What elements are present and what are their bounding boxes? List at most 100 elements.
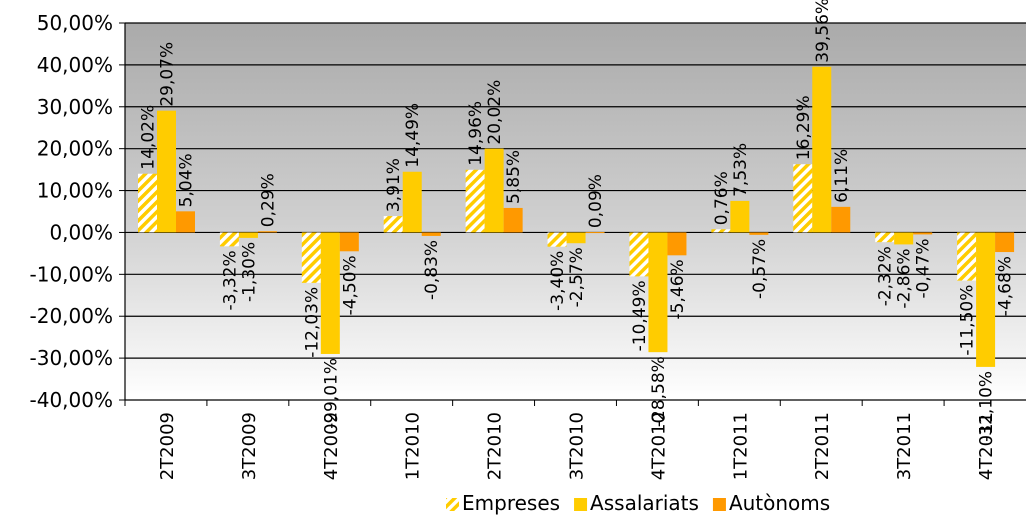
data-label: 0,29% <box>258 173 278 227</box>
data-label: 20,02% <box>485 80 505 145</box>
legend-label: Empreses <box>462 491 560 515</box>
y-tick-label: -10,00% <box>30 262 113 286</box>
bar-assalariats <box>484 148 504 233</box>
x-tick-label: 3T2011 <box>894 412 915 480</box>
data-label: -0,83% <box>422 240 442 300</box>
bar-autònoms <box>339 232 359 252</box>
data-label: 3,91% <box>384 158 404 212</box>
bar-empreses <box>547 232 567 247</box>
bar-autònoms <box>585 232 605 234</box>
bar-assalariats <box>402 171 422 233</box>
data-label: -4,50% <box>340 255 360 315</box>
data-label: -1,30% <box>239 242 259 302</box>
x-tick-label: 4T2010 <box>648 412 669 480</box>
bar-autònoms <box>503 207 523 233</box>
x-tick-label: 2T2011 <box>812 412 833 480</box>
y-tick-label: -20,00% <box>30 304 113 328</box>
data-label: 14,49% <box>403 103 423 168</box>
data-label: -11,50% <box>958 285 978 356</box>
x-tick-label: 3T2010 <box>567 412 588 480</box>
data-label: 16,29% <box>794 95 814 160</box>
plot-background <box>125 23 1026 400</box>
data-label: -28,58% <box>649 356 669 427</box>
x-tick-label: 2T2009 <box>157 412 178 480</box>
legend-swatch-autònoms <box>712 498 726 511</box>
data-label: 14,02% <box>139 105 159 170</box>
y-tick-label: 50,00% <box>37 11 113 35</box>
data-label: -5,46% <box>668 259 688 319</box>
y-tick-label: 0,00% <box>49 220 113 244</box>
bar-autònoms <box>176 211 195 233</box>
bar-assalariats <box>648 232 668 353</box>
bar-assalariats <box>566 232 586 244</box>
bar-assalariats <box>976 232 996 367</box>
bar-assalariats <box>812 66 832 233</box>
bar-autònoms <box>913 232 933 235</box>
bar-empreses <box>383 216 403 233</box>
x-tick-label: 1T2010 <box>403 412 424 480</box>
data-label: 0,76% <box>712 171 732 225</box>
bar-empreses <box>875 232 895 243</box>
bar-autònoms <box>995 232 1015 253</box>
legend-swatch-assalariats <box>574 498 588 511</box>
data-labels: 14,02%29,07% 5,04% -3,32% -1,30% 0,29% -12,03… <box>139 0 1016 442</box>
bar-assalariats <box>320 232 340 354</box>
bar-empreses <box>629 232 649 277</box>
data-label: 6,11% <box>832 149 852 203</box>
x-tick-label: 1T2011 <box>730 412 751 480</box>
data-label: 0,09% <box>586 174 606 228</box>
data-label: -0,57% <box>750 239 770 299</box>
data-label: -2,32% <box>876 246 896 306</box>
y-tick-label: 40,00% <box>37 53 113 77</box>
data-label: -32,10% <box>977 371 997 442</box>
data-label: 7,53% <box>731 143 751 197</box>
bar-autònoms <box>421 232 441 236</box>
bar-assalariats <box>730 200 750 233</box>
bar-empreses <box>711 229 731 233</box>
legend-label: Autònoms <box>729 491 830 515</box>
data-label: 5,04% <box>177 153 197 207</box>
bar-empreses <box>465 169 485 233</box>
data-label: -0,47% <box>914 238 934 298</box>
bar-empreses <box>219 232 239 247</box>
data-label: 5,85% <box>504 150 524 204</box>
legend-label: Assalariats <box>590 491 699 515</box>
bar-assalariats <box>238 232 258 238</box>
bar-autònoms <box>667 232 687 256</box>
x-tick-label: 2T2010 <box>485 412 506 480</box>
data-label: -12,03% <box>302 287 322 358</box>
x-tick-label: 4T2009 <box>321 412 342 480</box>
data-label: -2,57% <box>567 247 587 307</box>
data-label: 29,07% <box>158 42 178 107</box>
bars <box>138 66 1015 367</box>
data-label: -2,86% <box>895 248 915 308</box>
axes: 50,00% 40,00% 30,00% 20,00% 10,00% 0,00% -10,0… <box>30 11 998 480</box>
y-tick-label: -30,00% <box>30 346 113 370</box>
x-tick-label: 3T2009 <box>239 412 260 480</box>
bar-empreses <box>957 232 977 281</box>
data-label: -3,40% <box>548 251 568 311</box>
data-label: 39,56% <box>813 0 833 63</box>
y-tick-label: 30,00% <box>37 95 113 119</box>
bar-autònoms <box>831 206 851 233</box>
bar-assalariats <box>157 110 176 233</box>
bar-autònoms <box>749 232 769 235</box>
bar-empreses <box>793 164 813 233</box>
data-label: -10,49% <box>630 280 650 351</box>
y-tick-label: 10,00% <box>37 179 113 203</box>
bar-empreses <box>301 232 321 283</box>
bar-autònoms <box>257 231 277 233</box>
bar-empreses <box>138 173 157 233</box>
data-label: -4,68% <box>996 256 1016 316</box>
bar-assalariats <box>894 232 914 245</box>
legend: Empreses Assalariats Autònoms <box>446 491 830 515</box>
x-tick-label: 4T2011 <box>976 412 997 480</box>
y-tick-label: 20,00% <box>37 137 113 161</box>
y-tick-label: -40,00% <box>30 388 113 412</box>
data-label: -3,32% <box>220 250 240 310</box>
data-label: 14,96% <box>466 101 486 166</box>
data-label: -29,01% <box>321 358 341 429</box>
legend-swatch-empreses <box>446 498 459 511</box>
